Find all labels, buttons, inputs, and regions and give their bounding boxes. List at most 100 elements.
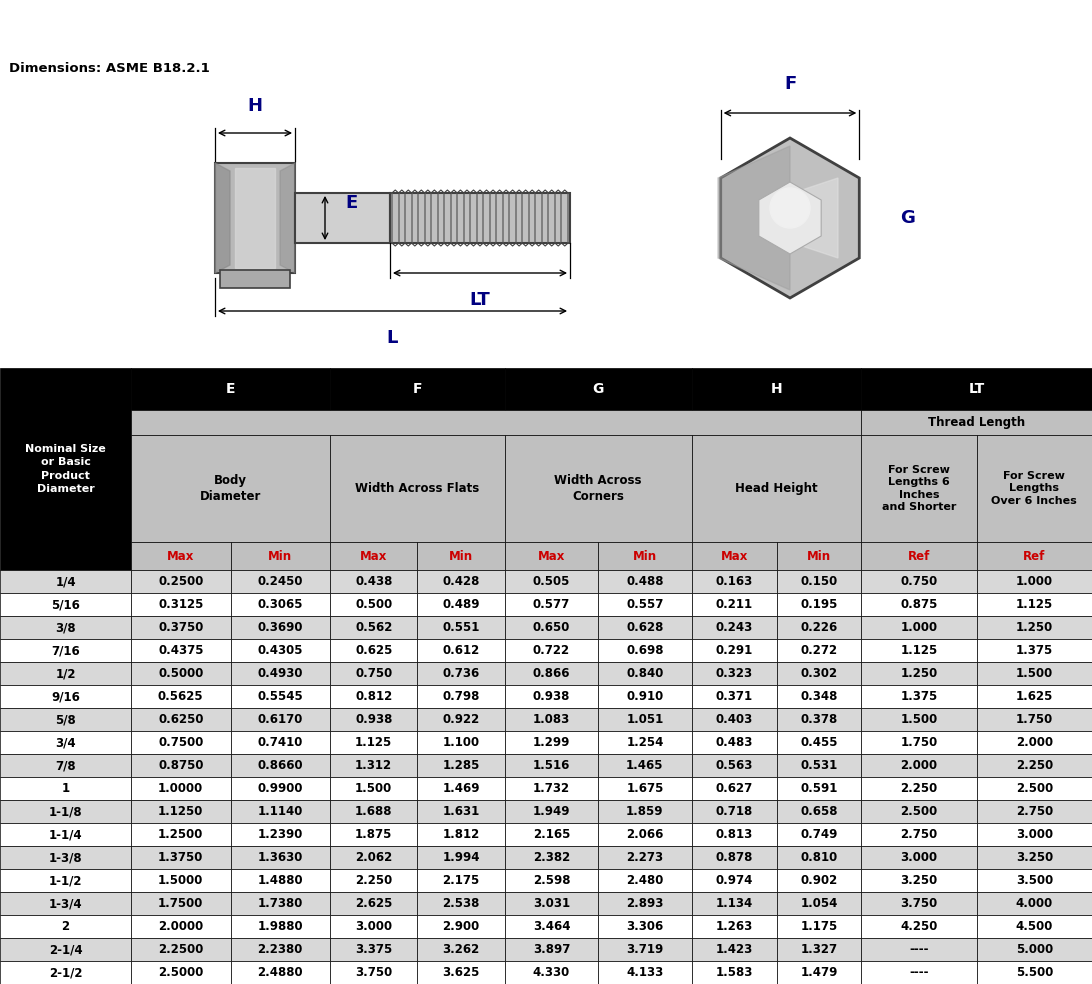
Text: 1/2: 1/2 [56,667,75,680]
Text: 0.840: 0.840 [626,667,664,680]
Text: 2.598: 2.598 [533,874,570,887]
Text: 1.9880: 1.9880 [258,920,304,933]
Text: 2.2500: 2.2500 [158,943,203,956]
Bar [691,639,776,662]
Bar [505,961,598,984]
Bar [330,777,417,800]
Bar [691,961,776,984]
Text: For Screw
Lengths
Over 6 Inches: For Screw Lengths Over 6 Inches [992,471,1077,506]
Text: 1.2500: 1.2500 [158,828,203,841]
Polygon shape [790,178,838,258]
Bar [598,708,691,731]
Text: 0.243: 0.243 [715,621,752,634]
Text: 1.625: 1.625 [1016,690,1053,703]
Bar [862,800,976,823]
Bar [976,435,1092,542]
Text: 1.254: 1.254 [626,736,664,749]
Text: Max: Max [537,550,566,563]
Text: 0.3065: 0.3065 [258,598,302,611]
Bar [776,754,862,777]
Text: 4.500: 4.500 [1016,920,1053,933]
Text: 5.500: 5.500 [1016,966,1053,979]
Bar [598,542,691,570]
Text: 1.583: 1.583 [715,966,752,979]
Bar [330,938,417,961]
Text: 0.531: 0.531 [800,759,838,772]
Bar [505,869,598,892]
Bar [230,892,330,915]
Text: 1.312: 1.312 [355,759,392,772]
Text: 3.719: 3.719 [626,943,664,956]
Bar [330,542,417,570]
Bar [417,938,505,961]
Bar [417,593,505,616]
Text: 0.8660: 0.8660 [258,759,304,772]
Text: 3.306: 3.306 [626,920,664,933]
Text: 0.7410: 0.7410 [258,736,302,749]
Bar [598,892,691,915]
Text: 0.6250: 0.6250 [158,713,203,726]
Bar [691,892,776,915]
Text: 0.4305: 0.4305 [258,645,302,657]
Text: 1.263: 1.263 [715,920,752,933]
Bar [0,915,131,938]
Text: 1.051: 1.051 [626,713,664,726]
Bar [691,662,776,685]
Bar [776,915,862,938]
Bar [976,593,1092,616]
Bar [230,593,330,616]
Bar [776,639,862,662]
Bar [862,869,976,892]
Bar [131,593,230,616]
Text: 1.469: 1.469 [442,782,479,795]
Text: 1.516: 1.516 [533,759,570,772]
Bar [330,800,417,823]
Bar [976,542,1092,570]
Bar [505,639,598,662]
Text: Width Across Flats: Width Across Flats [355,482,479,495]
Bar [976,846,1092,869]
Polygon shape [719,146,790,290]
Text: 2.0000: 2.0000 [158,920,203,933]
Text: 5.000: 5.000 [1016,943,1053,956]
Bar [417,639,505,662]
Bar [505,846,598,869]
Bar [417,662,505,685]
Polygon shape [759,182,821,254]
Bar [691,777,776,800]
Bar [862,892,976,915]
Bar [131,823,230,846]
Bar [598,685,691,708]
Bar [505,685,598,708]
Text: 0.625: 0.625 [355,645,392,657]
Polygon shape [280,163,295,273]
Bar [976,869,1092,892]
Text: 0.813: 0.813 [715,828,752,841]
Text: 1.994: 1.994 [442,851,479,864]
Circle shape [770,188,810,228]
Text: 1.3630: 1.3630 [258,851,302,864]
Text: 0.371: 0.371 [715,690,752,703]
Text: 1.423: 1.423 [715,943,752,956]
Bar [691,685,776,708]
Bar [0,593,131,616]
Text: 2.250: 2.250 [1016,759,1053,772]
Text: 1.125: 1.125 [1016,598,1053,611]
Bar [0,754,131,777]
Bar [505,435,691,542]
Bar [330,368,505,410]
Bar [862,435,976,542]
Bar [0,685,131,708]
Text: 2.000: 2.000 [1016,736,1053,749]
Bar [862,777,976,800]
Bar [691,435,862,542]
Bar [976,685,1092,708]
Text: 3.031: 3.031 [533,897,570,910]
Text: 1.000: 1.000 [901,621,938,634]
Text: Min: Min [269,550,293,563]
Text: 2.062: 2.062 [355,851,392,864]
Text: 0.557: 0.557 [626,598,664,611]
Bar [230,685,330,708]
Bar [330,662,417,685]
Text: 0.878: 0.878 [715,851,752,864]
